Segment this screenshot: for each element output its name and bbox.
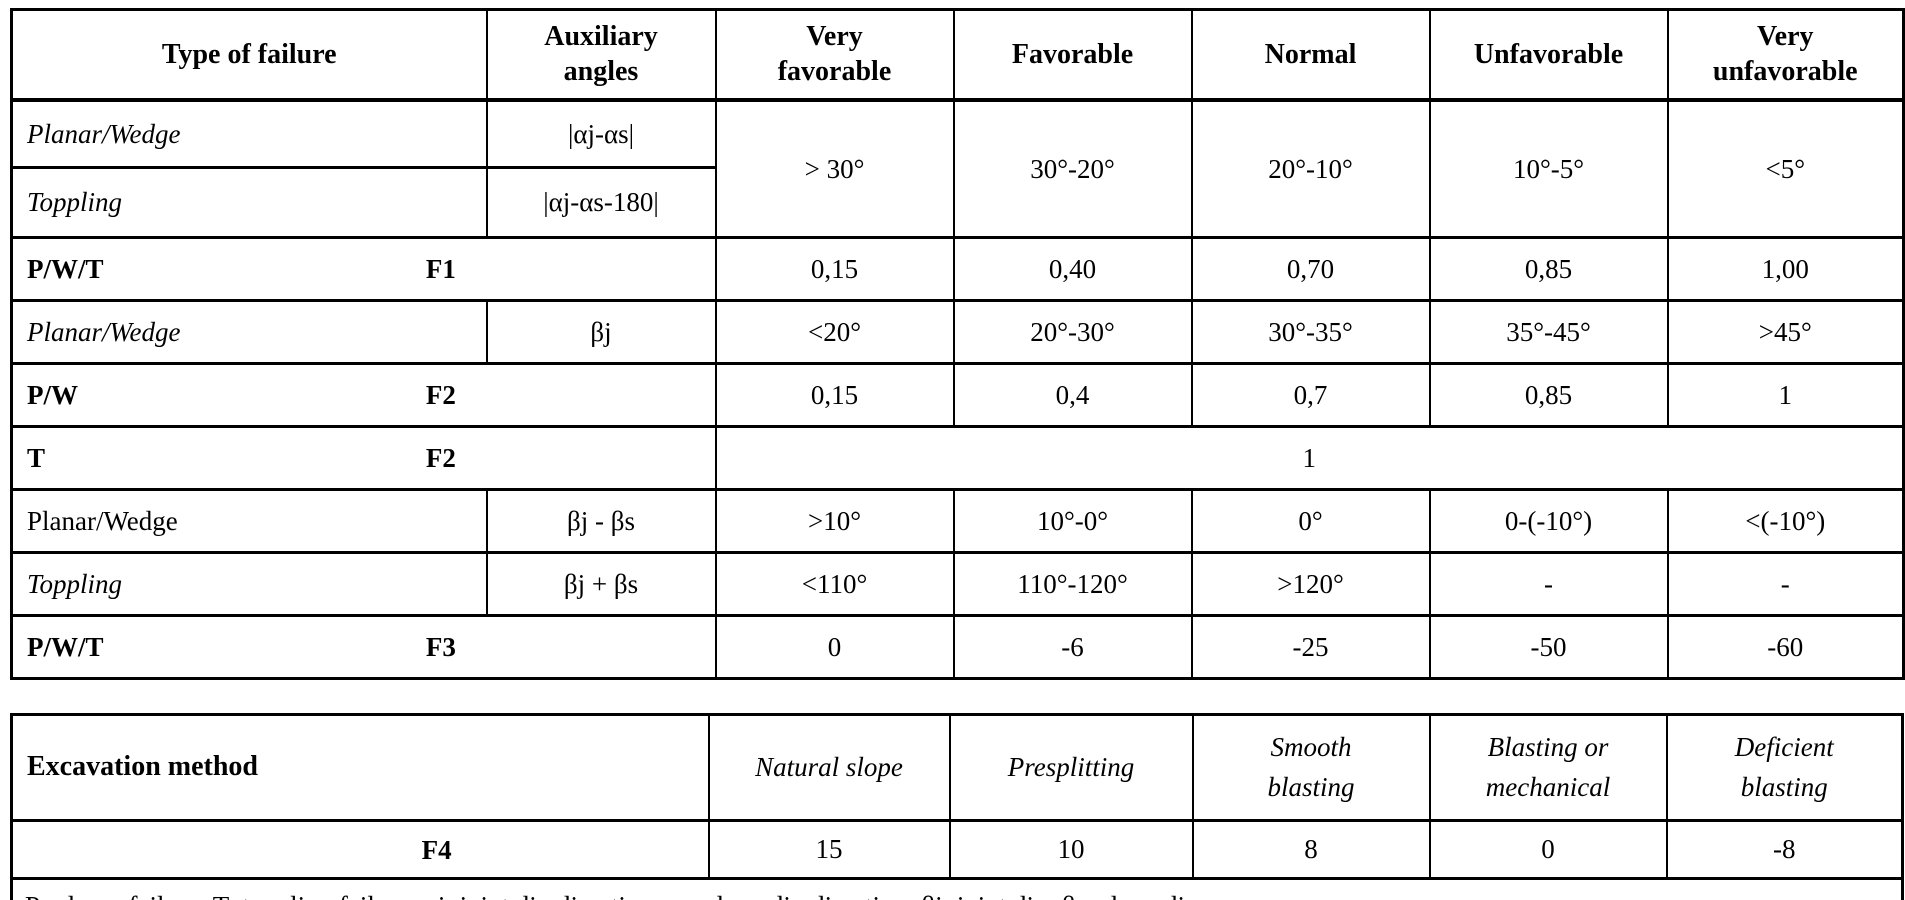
factor-label-cell: T F2 <box>10 425 717 491</box>
auxiliary-angle-cell: βj - βs <box>485 488 717 554</box>
header-very-unfavorable: Very unfavorable <box>1666 8 1905 102</box>
factor-scope-label: T <box>27 442 46 473</box>
factor-row-f1: P/W/T F1 0,15 0,40 0,70 0,85 1,00 <box>10 236 1905 302</box>
value-cell: 0 <box>714 614 955 680</box>
excavation-method-table: Excavation method Natural slope Presplit… <box>10 713 1904 900</box>
auxiliary-angle-cell: βj + βs <box>485 551 717 617</box>
rating-cell: >10° <box>714 488 955 554</box>
header-natural-slope: Natural slope <box>707 713 951 822</box>
header-unfavorable: Unfavorable <box>1428 8 1669 102</box>
header-blasting-or-mechanical: Blasting or mechanical <box>1428 713 1668 822</box>
value-cell: 0 <box>1428 819 1668 880</box>
factor-row-f2-t: T F2 1 <box>10 425 1905 491</box>
value-cell: 0,40 <box>952 236 1193 302</box>
header-excavation-method: Excavation method <box>10 713 710 822</box>
auxiliary-angle-cell: |αj-αs| <box>485 98 717 169</box>
factor-code-label: F2 <box>425 442 456 473</box>
failure-type-cell: Planar/Wedge <box>10 98 488 169</box>
value-cell: -6 <box>952 614 1193 680</box>
value-cell: -8 <box>1665 819 1904 880</box>
failure-type-cell: Toppling <box>10 551 488 617</box>
rating-cell: - <box>1666 551 1905 617</box>
factor-code-label: F2 <box>425 379 456 410</box>
factor-label-cell: F4 <box>10 819 710 880</box>
factor-scope-label: P/W <box>27 379 78 410</box>
factor-scope-label: P/W/T <box>27 253 104 284</box>
factor-code-label: F4 <box>421 834 452 865</box>
footnote-text: P: planar failure; T: toppling failure; … <box>10 877 1904 900</box>
rating-cell: >45° <box>1666 299 1905 365</box>
header-deficient-blasting: Deficient blasting <box>1665 713 1904 822</box>
table-row: Toppling βj + βs <110° 110°-120° >120° -… <box>10 551 1905 617</box>
rating-cell: - <box>1428 551 1669 617</box>
table-row: Toppling |αj-αs-180| <box>10 166 1904 239</box>
value-cell: 0,70 <box>1190 236 1431 302</box>
rating-cell: > 30° <box>714 98 955 239</box>
value-cell: 0,85 <box>1428 236 1669 302</box>
value-cell: 15 <box>707 819 951 880</box>
rating-cell: <5° <box>1666 98 1905 239</box>
smr-adjustment-factors-table: Type of failure Auxiliary angles Very fa… <box>10 8 1905 680</box>
header-normal: Normal <box>1190 8 1431 102</box>
table-row: Planar/Wedge |αj-αs| > 30° 30°-20° 20°-1… <box>10 98 1905 239</box>
failure-type-cell: Planar/Wedge <box>10 488 488 554</box>
value-cell: 0,4 <box>952 362 1193 428</box>
header-smooth-blasting: Smooth blasting <box>1191 713 1431 822</box>
factor-scope-label: P/W/T <box>27 631 104 662</box>
value-cell: 1,00 <box>1666 236 1905 302</box>
rating-cell: 10°-5° <box>1428 98 1669 239</box>
rating-cell: 0° <box>1190 488 1431 554</box>
header-presplitting: Presplitting <box>948 713 1194 822</box>
rating-cell: >120° <box>1190 551 1431 617</box>
rating-cell: 30°-20° <box>952 98 1193 239</box>
auxiliary-angle-cell: βj <box>485 299 717 365</box>
value-cell: 0,85 <box>1428 362 1669 428</box>
rating-cell: 0-(-10°) <box>1428 488 1669 554</box>
rating-cell: 20°-10° <box>1190 98 1431 239</box>
factor-code-label: F3 <box>425 631 456 662</box>
value-cell: -50 <box>1428 614 1669 680</box>
table-header-row: Type of failure Auxiliary angles Very fa… <box>10 8 1905 102</box>
factor-label-cell: P/W/T F1 <box>10 236 717 302</box>
rating-cell: 30°-35° <box>1190 299 1431 365</box>
value-cell: 10 <box>948 819 1194 880</box>
header-auxiliary-angles: Auxiliary angles <box>485 8 717 102</box>
failure-type-cell: Toppling <box>10 166 488 239</box>
factor-label-cell: P/W F2 <box>10 362 717 428</box>
header-favorable: Favorable <box>952 8 1193 102</box>
footnote-row: P: planar failure; T: toppling failure; … <box>10 877 1904 900</box>
factor-row-f3: P/W/T F3 0 -6 -25 -50 -60 <box>10 614 1905 680</box>
factor-row-f2-pw: P/W F2 0,15 0,4 0,7 0,85 1 <box>10 362 1905 428</box>
excavation-header-row: Excavation method Natural slope Presplit… <box>10 713 1904 822</box>
rating-cell: <110° <box>714 551 955 617</box>
table-row: Planar/Wedge βj - βs >10° 10°-0° 0° 0-(-… <box>10 488 1905 554</box>
factor-row-f4: F4 15 10 8 0 -8 <box>10 819 1904 880</box>
table-row: Planar/Wedge βj <20° 20°-30° 30°-35° 35°… <box>10 299 1905 365</box>
value-cell: -60 <box>1666 614 1905 680</box>
value-cell: 0,15 <box>714 236 955 302</box>
value-cell: 0,7 <box>1190 362 1431 428</box>
factor-code-label: F1 <box>425 253 456 284</box>
value-cell: 8 <box>1191 819 1431 880</box>
rating-cell: 20°-30° <box>952 299 1193 365</box>
rating-cell: 35°-45° <box>1428 299 1669 365</box>
rating-cell: <(-10°) <box>1666 488 1905 554</box>
merged-value-cell: 1 <box>714 425 1905 491</box>
rating-cell: <20° <box>714 299 955 365</box>
rating-cell: 10°-0° <box>952 488 1193 554</box>
value-cell: 1 <box>1666 362 1905 428</box>
header-type-of-failure: Type of failure <box>10 8 488 102</box>
header-very-favorable: Very favorable <box>714 8 955 102</box>
auxiliary-angle-cell: |αj-αs-180| <box>485 166 717 239</box>
factor-label-cell: P/W/T F3 <box>10 614 717 680</box>
rating-cell: 110°-120° <box>952 551 1193 617</box>
value-cell: 0,15 <box>714 362 955 428</box>
failure-type-cell: Planar/Wedge <box>10 299 488 365</box>
value-cell: -25 <box>1190 614 1431 680</box>
